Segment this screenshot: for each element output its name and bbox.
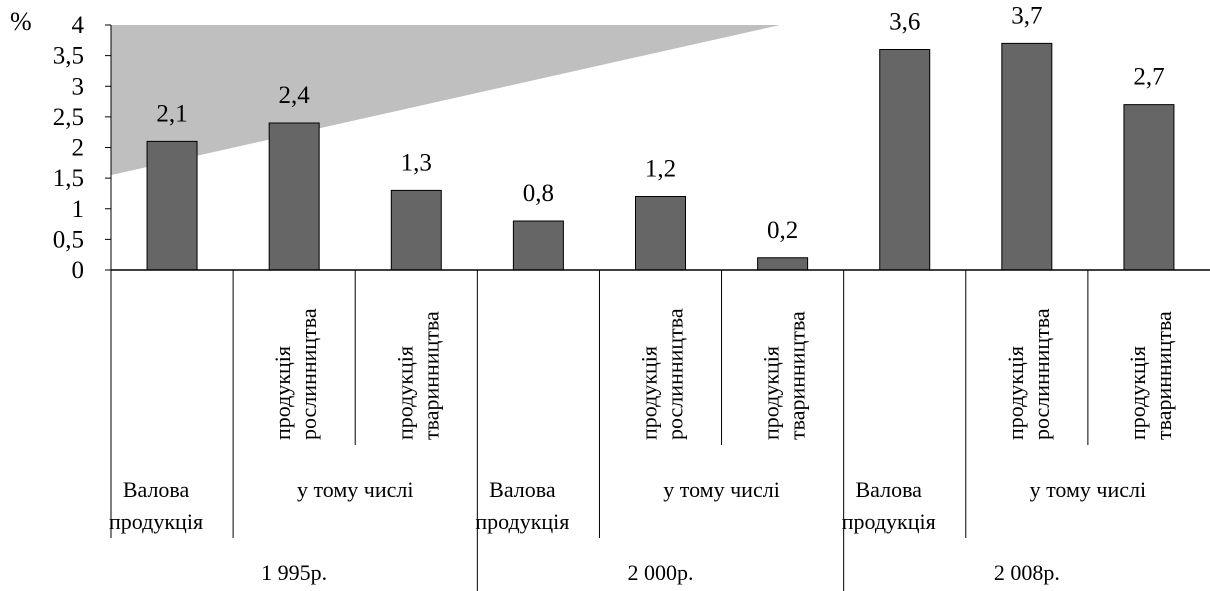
bar [757,257,809,271]
gross-output-label: Валова продукція [109,477,203,534]
y-tick-label: 1,5 [53,165,84,192]
bar [635,196,686,271]
gross-output-label: Валова продукція [842,477,936,534]
bar [879,49,931,271]
gross-output-label: Валова продукція [475,477,569,534]
bar [1001,42,1053,271]
y-tick-label: 2,5 [53,104,84,131]
data-label: 0,2 [767,217,798,244]
bar [146,140,198,271]
subcategory-label: продукціятваринництва [759,311,810,440]
subcategory-label: продукціярослинництва [637,308,688,440]
data-label: 1,3 [401,149,432,176]
year-label: 2 000р. [628,560,694,585]
y-tick-label: 2 [72,135,85,162]
subcategory-label: продукціятваринництва [1125,311,1176,440]
year-label: 1 995р. [261,560,327,585]
bar [1123,104,1175,271]
data-label: 0,8 [523,180,554,207]
y-axis-unit: % [10,7,32,36]
subcategory-label: продукціятваринництва [392,311,443,440]
bar [390,189,442,271]
bar [512,220,564,271]
year-label: 2 008р. [994,560,1060,585]
subcategory-label: продукціярослинництва [270,308,321,440]
data-label: 2,1 [156,100,187,127]
data-label: 2,7 [1133,64,1164,91]
shaded-region [111,25,780,176]
y-tick-label: 3 [72,73,85,100]
data-label: 3,6 [889,9,920,36]
subtotal-label: у тому числі [663,477,780,502]
subtotal-label: у тому числі [297,477,414,502]
bar [268,122,320,271]
y-tick-label: 0,5 [53,226,84,253]
data-label: 3,7 [1011,2,1042,29]
data-label: 2,4 [279,82,311,109]
y-tick-label: 4 [72,12,85,39]
subcategory-label: продукціярослинництва [1003,308,1054,440]
y-tick-label: 3,5 [53,43,84,70]
y-tick-label: 1 [72,196,85,223]
y-tick-label: 0 [72,257,85,284]
data-label: 1,2 [645,156,676,183]
subtotal-label: у тому числі [1030,477,1147,502]
